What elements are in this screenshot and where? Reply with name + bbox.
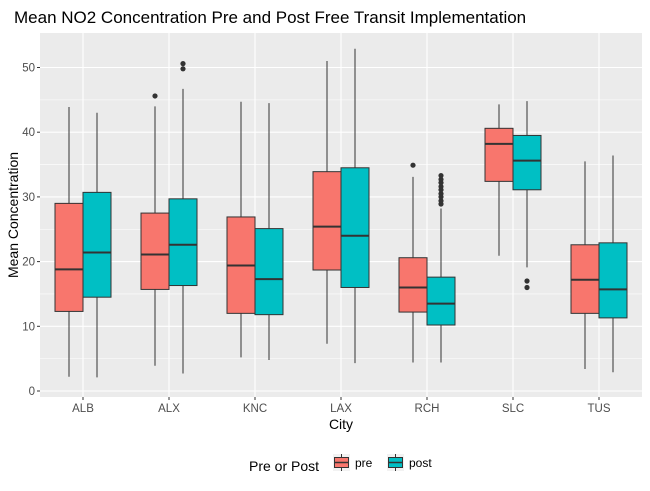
box-iqr	[426, 276, 456, 326]
box-pre-KNC	[226, 101, 256, 358]
box-pre-ALX	[140, 93, 170, 366]
outlier-point	[180, 66, 186, 72]
y-tick-label: 10	[22, 321, 35, 333]
y-tick-label: 40	[22, 127, 35, 139]
box-iqr	[398, 257, 428, 313]
legend-item-pre: pre	[333, 454, 373, 471]
box-iqr	[254, 228, 284, 316]
axis-layer: 0 10 20 30 40 50 ALB ALX KNC LAX RCH SLC TUS	[22, 63, 611, 416]
y-tick-label: 0	[29, 386, 35, 398]
outlier-point	[524, 284, 530, 291]
legend-label-pre: pre	[355, 456, 373, 470]
x-tick-label: KNC	[243, 403, 267, 415]
legend-label-post: post	[409, 456, 432, 470]
box-post-LAX	[340, 48, 370, 364]
y-tick-label: 50	[22, 63, 35, 75]
box-iqr	[512, 134, 542, 191]
legend: Pre or Post pre post	[249, 454, 432, 474]
outlier-point	[438, 198, 444, 204]
outlier-point	[438, 191, 444, 197]
box-layer	[54, 48, 628, 378]
y-tick-label: 20	[22, 257, 35, 269]
outlier-point	[438, 183, 444, 190]
box-iqr	[54, 202, 84, 312]
y-axis-title: Mean Concentration	[5, 152, 21, 278]
box-pre-LAX	[312, 61, 342, 344]
box-pre-SLC	[484, 104, 514, 256]
x-axis-title: City	[329, 416, 353, 432]
chart-title: Mean NO2 Concentration Pre and Post Free…	[14, 8, 526, 27]
box-iqr	[484, 127, 514, 182]
outlier-point	[410, 162, 416, 168]
box-post-RCH	[426, 172, 456, 363]
box-iqr	[340, 167, 370, 288]
box-post-ALX	[168, 61, 198, 374]
box-post-KNC	[254, 103, 284, 360]
legend-item-post: post	[387, 454, 432, 471]
box-iqr	[82, 191, 112, 298]
x-tick-label: LAX	[330, 403, 352, 415]
box-pre-TUS	[570, 161, 600, 370]
box-pre-RCH	[398, 162, 428, 363]
y-tick-label: 30	[22, 192, 35, 204]
outlier-point	[152, 93, 158, 99]
box-post-SLC	[512, 101, 542, 291]
box-iqr	[168, 198, 198, 287]
legend-title: Pre or Post	[249, 458, 319, 474]
box-post-ALB	[82, 112, 112, 378]
x-tick-label: ALB	[72, 403, 94, 415]
x-tick-label: RCH	[415, 403, 440, 415]
box-post-TUS	[598, 155, 628, 373]
outlier-point	[438, 172, 444, 179]
box-iqr	[140, 212, 170, 290]
box-pre-ALB	[54, 106, 84, 377]
outlier-point	[180, 61, 186, 67]
x-tick-label: TUS	[588, 403, 611, 415]
box-iqr	[598, 242, 628, 319]
box-iqr	[312, 171, 342, 271]
outlier-point	[524, 278, 530, 284]
x-tick-label: SLC	[502, 403, 524, 415]
outlier-point	[438, 176, 444, 183]
x-tick-label: ALX	[158, 403, 180, 415]
